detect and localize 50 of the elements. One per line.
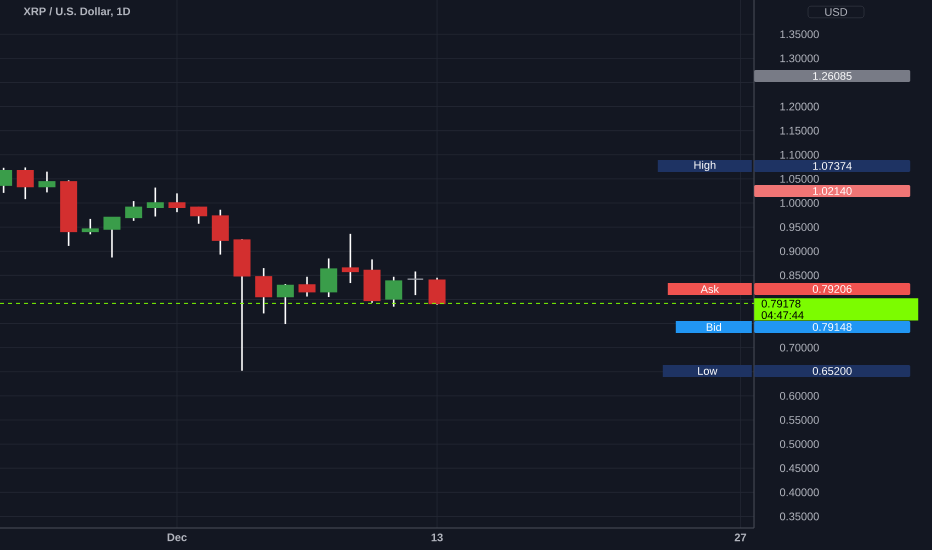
text: 1.02140 [813, 187, 852, 195]
text: 0.79206 [812, 285, 852, 293]
y-tick-label: 1.35000 [780, 30, 819, 38]
text: 1.26085 [813, 72, 852, 80]
x-tick-label: 13 [432, 534, 443, 542]
annotation: Bid [706, 322, 722, 332]
candlestick [38, 170, 56, 194]
candlestick [168, 192, 186, 213]
y-tick-label: 0.50000 [780, 440, 819, 448]
candlestick [406, 270, 424, 296]
text: 0.79148 [812, 323, 852, 331]
annotation: High [694, 160, 716, 172]
y-tick-label: 1.00000 [780, 199, 819, 207]
x-tick-label: Dec [168, 534, 187, 542]
y-tick-label: 0.35000 [780, 512, 819, 520]
y-tick-label: 0.40000 [780, 488, 819, 496]
candlestick [320, 258, 338, 298]
candlestick [385, 276, 402, 308]
candlestick [255, 267, 272, 314]
y-tick-label: 0.45000 [780, 464, 819, 472]
candlestick [16, 166, 34, 200]
candlestick [298, 276, 316, 298]
y-tick-label: 0.95000 [780, 223, 819, 232]
text: 0.65200 [812, 367, 852, 375]
annotation: Low [698, 367, 718, 375]
annotation: Ask [700, 284, 719, 294]
y-tick-label: 0.60000 [780, 392, 819, 400]
y-tick-label: 1.30000 [780, 54, 819, 62]
y-tick-label: 0.55000 [780, 416, 819, 424]
y-tick-label: 1.10000 [780, 150, 819, 159]
candlestick [428, 276, 446, 306]
y-tick-label: 1.20000 [780, 102, 819, 110]
x-tick-label: 27 [734, 534, 746, 542]
candlestick [146, 186, 164, 218]
text: 04:47:44 [762, 311, 804, 320]
y-tick-label: 0.90000 [780, 247, 819, 256]
candlestick [342, 233, 359, 284]
y-tick-label: 1.15000 [780, 126, 819, 135]
text: XRP / U.S. Dollar, 1D [24, 7, 130, 17]
candlestick [103, 216, 120, 258]
ref-line-label: 0.79178 [762, 300, 800, 308]
candlestick [190, 206, 208, 225]
y-tick-label: 0.85000 [780, 271, 819, 280]
text: 1.07374 [813, 162, 852, 170]
candlestick [276, 283, 294, 325]
y-tick-label: 1.05000 [780, 174, 819, 183]
candlestick [82, 218, 99, 236]
candlestick [125, 200, 142, 222]
text: USD [825, 8, 848, 16]
y-tick-label: 0.70000 [780, 344, 819, 352]
